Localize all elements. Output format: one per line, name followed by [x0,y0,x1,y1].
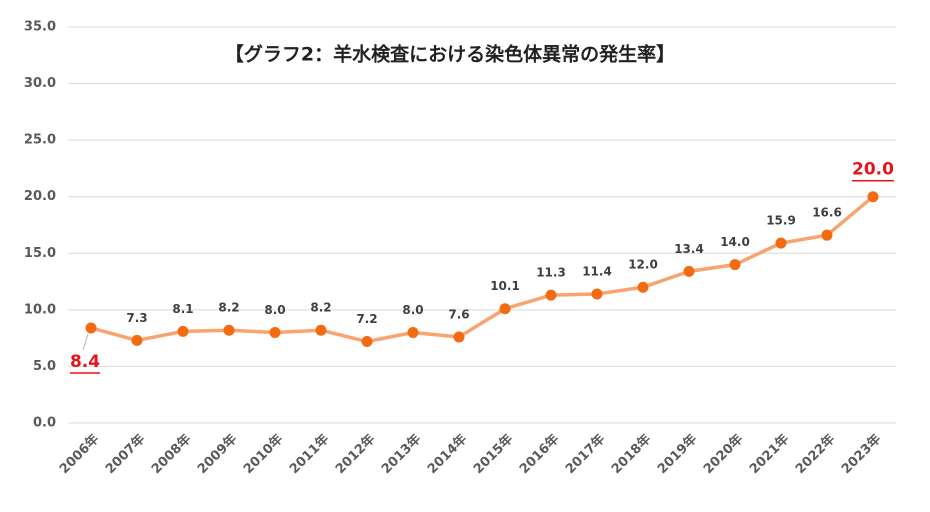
y-tick-label: 30.0 [24,76,56,91]
value-label: 8.2 [310,301,331,315]
value-label: 13.4 [674,242,704,256]
data-point [683,265,695,277]
y-tick-label: 15.0 [24,246,56,261]
data-point [729,259,741,271]
value-label: 7.3 [126,311,147,325]
x-tick-label: 2007年 [102,431,148,477]
y-tick-label: 0.0 [33,416,56,431]
x-tick-label: 2017年 [562,431,608,477]
data-point [131,334,143,346]
x-tick-label: 2014年 [424,431,470,477]
data-point [269,326,281,338]
value-label: 20.0 [852,160,894,180]
x-tick-label: 2016年 [516,431,562,477]
data-point [85,322,97,334]
value-label: 8.0 [402,303,423,317]
x-tick-label: 2019年 [654,431,700,477]
data-point [453,331,465,343]
x-tick-label: 2013年 [378,431,424,477]
y-tick-label: 20.0 [24,189,56,204]
x-tick-label: 2010年 [240,431,286,477]
leader-line [82,333,89,351]
x-tick-label: 2021年 [746,431,792,477]
value-label: 10.1 [490,279,520,293]
value-label: 7.2 [356,312,377,326]
data-point [637,281,649,293]
data-point [867,191,879,203]
value-label: 16.6 [812,206,842,220]
data-point [223,324,235,336]
value-label: 8.4 [70,352,100,372]
value-label: 7.6 [448,308,469,322]
data-point [775,237,787,249]
data-point [177,325,189,337]
y-tick-label: 10.0 [24,302,56,317]
data-point [499,303,511,315]
data-line [90,195,875,344]
y-tick-label: 25.0 [24,133,56,148]
data-point [545,289,557,301]
x-tick-label: 2012年 [332,431,378,477]
value-label: 8.1 [172,302,193,316]
x-tick-label: 2015年 [470,431,516,477]
data-point [407,326,419,338]
value-label: 11.3 [536,266,566,280]
value-label: 14.0 [720,235,750,249]
data-point [591,288,603,300]
x-tick-label: 2008年 [148,431,194,477]
value-label: 11.4 [582,265,612,279]
x-tick-label: 2011年 [286,431,332,477]
value-label: 8.2 [218,301,239,315]
x-tick-label: 2020年 [700,431,746,477]
x-tick-label: 2009年 [194,431,240,477]
data-point [821,229,833,241]
chart-title: 【グラフ2：羊水検査における染色体異常の発生率】 [225,43,675,66]
x-tick-label: 2006年 [56,431,102,477]
x-tick-label: 2022年 [792,431,838,477]
x-tick-label: 2018年 [608,431,654,477]
value-label: 8.0 [264,303,285,317]
value-label: 15.9 [766,214,796,228]
data-point [315,324,327,336]
y-tick-label: 5.0 [33,359,56,374]
x-tick-label: 2023年 [838,431,884,477]
data-point [361,336,373,348]
y-tick-label: 35.0 [24,20,56,35]
value-label: 12.0 [628,258,658,272]
